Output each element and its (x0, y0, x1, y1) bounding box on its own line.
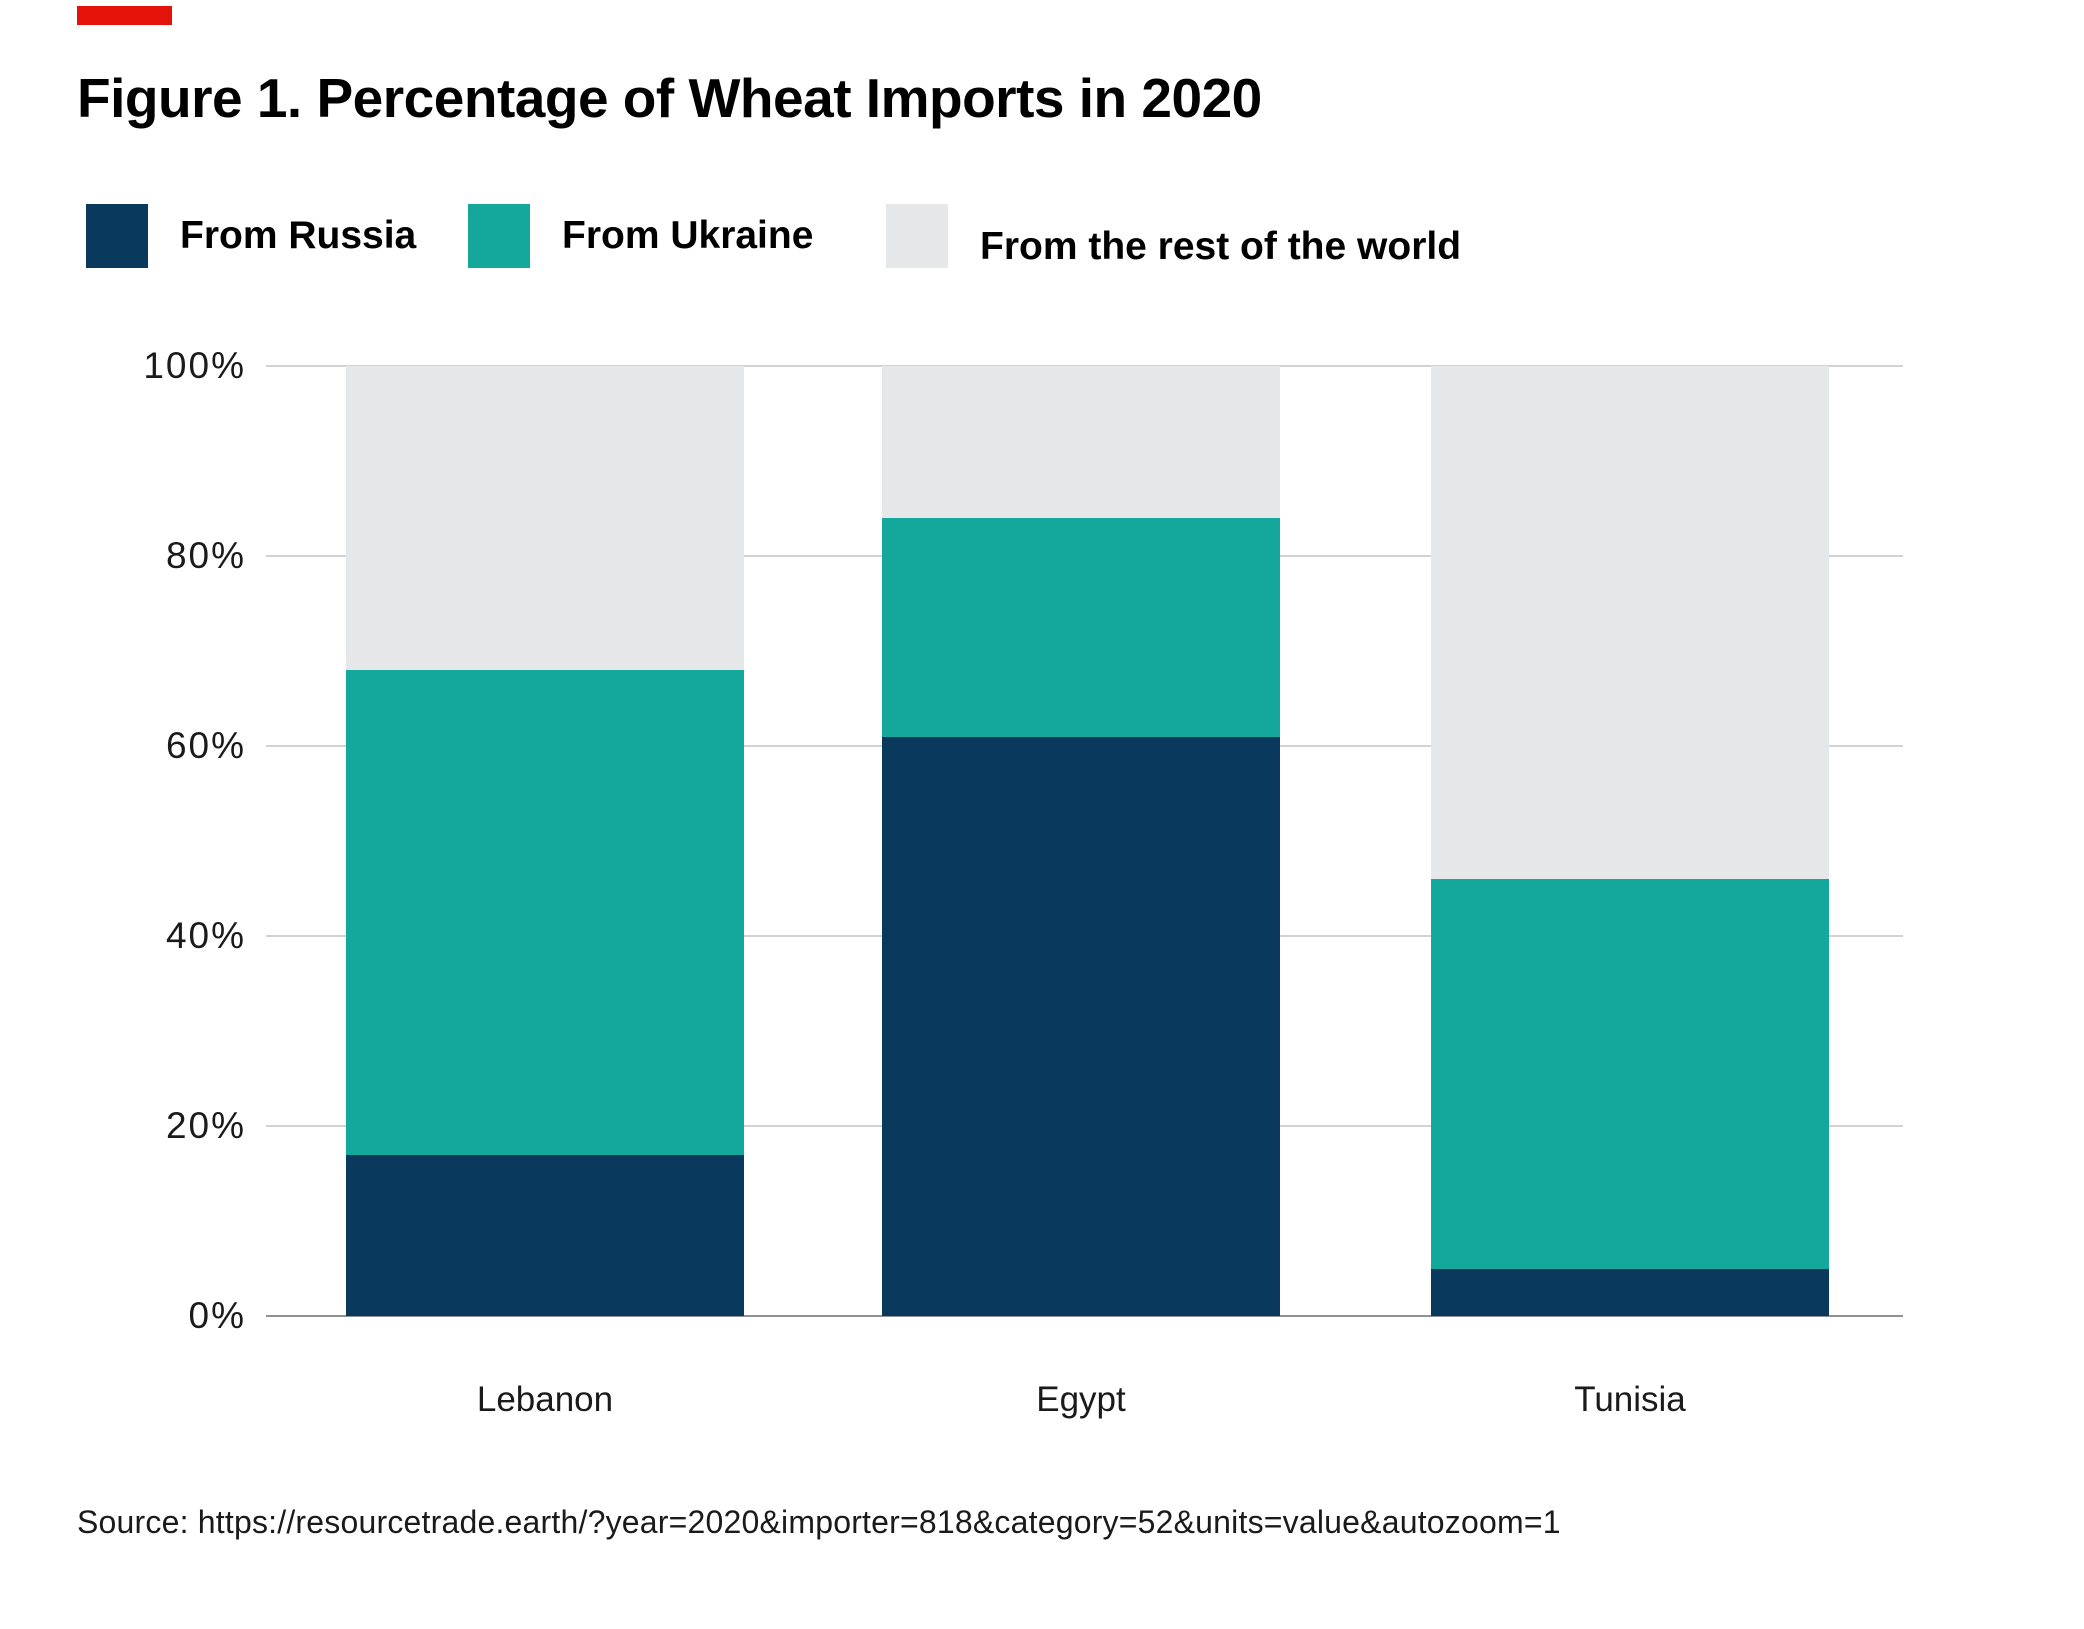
legend-label-rest-of-world: From the rest of the world (980, 225, 1462, 268)
bar-segment-egypt-from-russia (882, 736, 1280, 1316)
legend-label-russia: From Russia (180, 214, 417, 257)
bar-tunisia (1431, 366, 1829, 1316)
y-axis-tick-label-0: 0% (188, 1295, 246, 1336)
y-axis-tick-label-40: 40% (165, 915, 246, 956)
legend-swatch-ukraine (468, 204, 530, 268)
figure-title: Figure 1. Percentage of Wheat Imports in… (77, 67, 1262, 129)
y-axis-tick-label-100: 100% (143, 345, 246, 386)
legend-swatch-rest-of-world (886, 204, 948, 268)
legend: From Russia From Ukraine From the rest o… (0, 204, 2084, 274)
bar-segment-lebanon-from-the-rest-of-the-world (346, 366, 744, 670)
legend-item-russia: From Russia (86, 204, 416, 268)
x-axis-baseline (266, 1315, 1903, 1317)
bar-segment-lebanon-from-ukraine (346, 670, 744, 1155)
y-axis-tick-label-60: 60% (165, 725, 246, 766)
bar-segment-egypt-from-the-rest-of-the-world (882, 366, 1280, 518)
bar-egypt (882, 366, 1280, 1316)
legend-swatch-russia (86, 204, 148, 268)
bar-lebanon (346, 366, 744, 1316)
legend-item-rest-of-world: From the rest of the world (886, 204, 1461, 268)
x-axis-label-egypt: Egypt (1036, 1380, 1126, 1419)
accent-bar (77, 6, 172, 25)
bar-segment-egypt-from-ukraine (882, 518, 1280, 737)
bar-segment-tunisia-from-russia (1431, 1268, 1829, 1316)
legend-item-ukraine: From Ukraine (468, 204, 813, 268)
bar-segment-tunisia-from-the-rest-of-the-world (1431, 366, 1829, 879)
x-axis-label-tunisia: Tunisia (1574, 1380, 1686, 1419)
y-axis-tick-label-20: 20% (165, 1105, 246, 1146)
x-axis-label-lebanon: Lebanon (476, 1380, 614, 1419)
legend-label-ukraine: From Ukraine (562, 214, 814, 257)
source-note: Source: https://resourcetrade.earth/?yea… (77, 1504, 1561, 1540)
y-axis-tick-label-80: 80% (165, 535, 246, 576)
bar-segment-tunisia-from-ukraine (1431, 879, 1829, 1269)
bar-segment-lebanon-from-russia (346, 1154, 744, 1316)
